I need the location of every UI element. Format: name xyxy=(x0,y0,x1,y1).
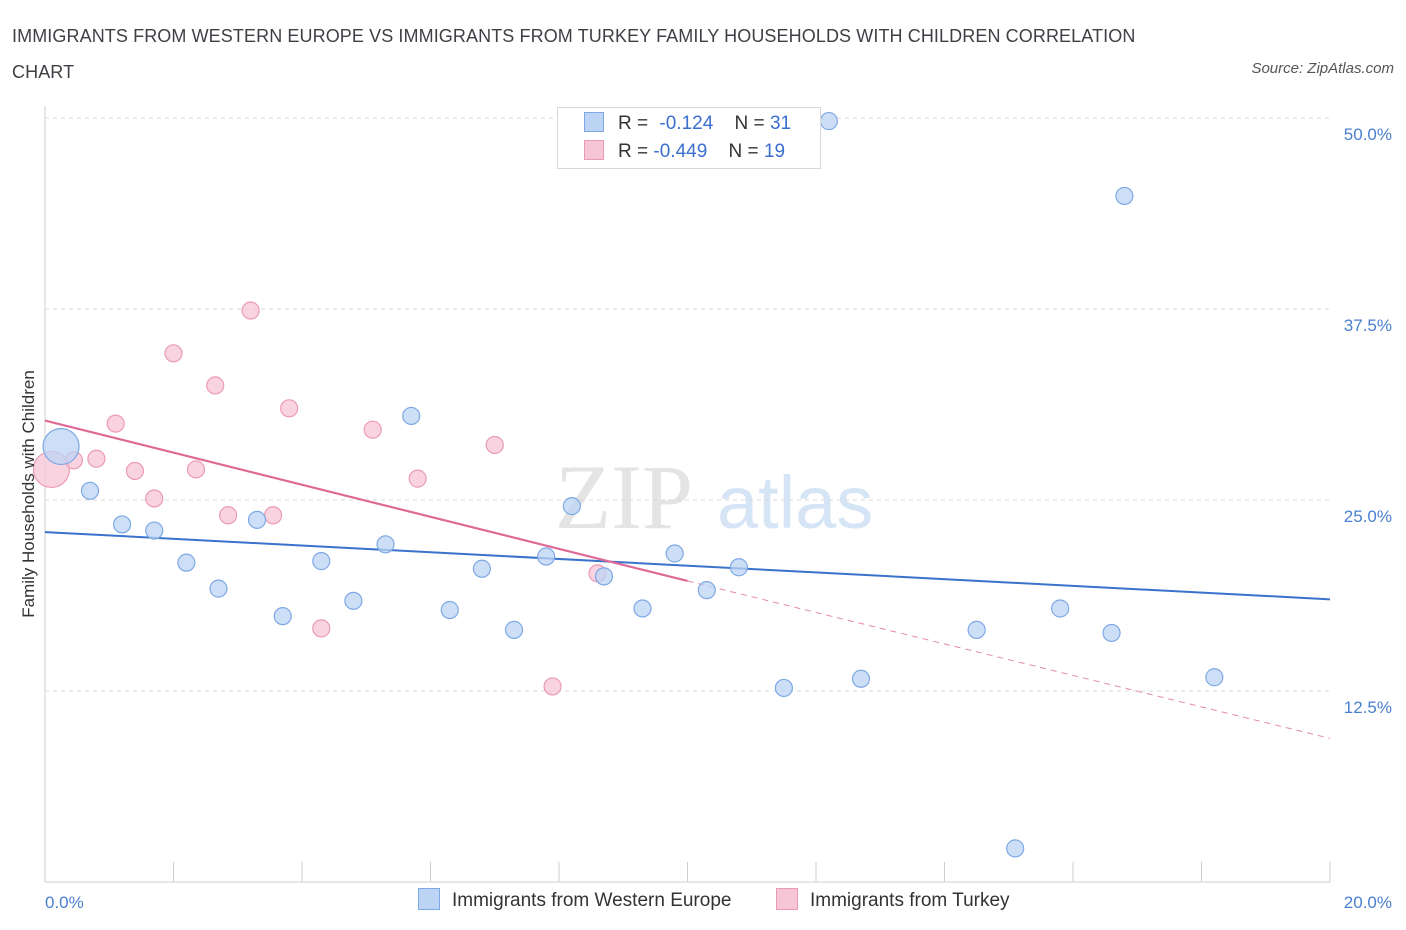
data-point-turkey xyxy=(263,506,283,525)
legend-n-value: 31 xyxy=(769,113,792,134)
data-point-turkey xyxy=(206,376,225,395)
data-point-western-europe xyxy=(562,497,581,516)
series-legend: Immigrants from Western Europe Immigrant… xyxy=(0,888,1406,916)
data-point-western-europe xyxy=(112,515,132,534)
data-point-western-europe xyxy=(1051,599,1070,618)
legend-row-turkey: R = -0.449 N = 19 xyxy=(584,140,785,164)
trend-line-turkey xyxy=(44,419,688,583)
trend-lines xyxy=(44,419,1331,739)
data-point-western-europe xyxy=(376,535,395,554)
legend-n-label: N = xyxy=(734,113,765,134)
data-point-turkey xyxy=(280,399,299,418)
data-point-western-europe xyxy=(729,558,749,577)
legend-r-value: -0.449 xyxy=(653,141,708,162)
data-points xyxy=(32,111,1224,858)
data-point-turkey xyxy=(543,677,562,696)
axes xyxy=(44,106,1331,883)
legend-r-label: R = xyxy=(618,113,649,134)
data-point-western-europe xyxy=(697,581,716,600)
data-point-western-europe xyxy=(774,678,793,698)
data-point-western-europe xyxy=(665,544,684,563)
data-point-western-europe xyxy=(273,607,292,626)
chart-title: IMMIGRANTS FROM WESTERN EUROPE VS IMMIGR… xyxy=(12,26,1136,82)
legend-swatch-blue xyxy=(418,888,440,910)
data-point-western-europe xyxy=(80,481,100,500)
watermark-zip: ZIP xyxy=(555,446,693,548)
data-point-western-europe xyxy=(312,552,331,571)
gridlines xyxy=(45,117,1330,692)
data-point-western-europe xyxy=(42,427,80,466)
data-point-western-europe xyxy=(967,620,986,639)
legend-swatch-blue xyxy=(584,112,604,132)
x-tick-label: 0.0% xyxy=(45,893,84,912)
y-tick-label: 37.5% xyxy=(1344,316,1392,335)
data-point-western-europe xyxy=(247,510,267,529)
data-point-western-europe xyxy=(1115,186,1134,206)
data-point-western-europe xyxy=(1205,668,1224,687)
data-point-turkey xyxy=(125,461,145,481)
legend-item-label: Immigrants from Turkey xyxy=(810,890,1010,911)
correlation-legend: R = -0.124 N = 31 R = -0.449 N = 19 xyxy=(557,107,821,169)
data-point-turkey xyxy=(106,414,125,433)
x-tick-label: 20.0% xyxy=(1344,893,1392,912)
trend-line-western-europe xyxy=(44,531,1331,601)
data-point-western-europe xyxy=(472,559,491,578)
data-point-western-europe xyxy=(537,547,556,566)
legend-item-western-europe[interactable]: Immigrants from Western Europe xyxy=(418,888,731,912)
data-point-turkey xyxy=(87,449,106,468)
data-point-turkey xyxy=(241,301,260,320)
data-point-western-europe xyxy=(633,599,652,618)
data-point-turkey xyxy=(145,489,164,508)
data-point-western-europe xyxy=(402,406,421,426)
y-axis-label: Family Households with Children xyxy=(19,370,38,618)
watermark-atlas: atlas xyxy=(717,461,873,544)
legend-r-value: -0.124 xyxy=(659,113,714,134)
data-point-western-europe xyxy=(504,620,524,639)
data-point-western-europe xyxy=(594,567,614,586)
data-point-western-europe xyxy=(177,553,196,572)
data-point-western-europe xyxy=(851,669,871,688)
data-point-turkey xyxy=(186,460,206,479)
data-point-turkey xyxy=(164,344,183,363)
data-point-western-europe xyxy=(440,600,459,620)
watermark: ZIP atlas xyxy=(555,446,873,548)
data-point-turkey xyxy=(408,469,427,488)
legend-swatch-pink xyxy=(776,888,798,910)
data-point-western-europe xyxy=(819,111,838,131)
legend-r-label: R = xyxy=(618,141,649,162)
data-point-turkey xyxy=(219,506,238,525)
y-tick-label: 25.0% xyxy=(1344,507,1392,526)
data-point-turkey xyxy=(485,435,504,455)
data-point-western-europe xyxy=(145,521,164,540)
legend-swatch-pink xyxy=(584,140,604,160)
legend-row-western-europe: R = -0.124 N = 31 xyxy=(584,112,791,136)
legend-item-turkey[interactable]: Immigrants from Turkey xyxy=(776,888,1010,912)
legend-n-value: 19 xyxy=(763,141,786,162)
data-point-western-europe xyxy=(344,591,363,610)
data-point-western-europe xyxy=(1006,839,1025,858)
legend-n-label: N = xyxy=(728,141,759,162)
data-point-turkey xyxy=(312,619,331,638)
source-label: Source: ZipAtlas.com xyxy=(1251,60,1394,77)
data-point-western-europe xyxy=(209,579,228,598)
legend-item-label: Immigrants from Western Europe xyxy=(452,890,732,911)
data-point-western-europe xyxy=(1102,623,1121,643)
y-tick-label: 50.0% xyxy=(1344,125,1392,144)
tick-labels: 12.5% 25.0% 37.5% 50.0% 0.0% 20.0% xyxy=(45,125,1392,912)
trend-line-turkey-extension xyxy=(687,580,1331,739)
data-point-turkey xyxy=(363,420,382,439)
y-tick-label: 12.5% xyxy=(1344,698,1392,717)
